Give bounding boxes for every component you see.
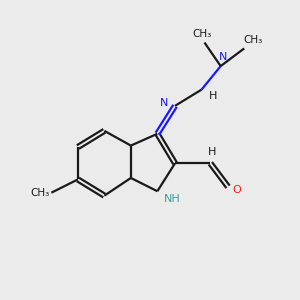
Text: O: O	[232, 185, 241, 195]
Text: CH₃: CH₃	[192, 29, 211, 39]
Text: CH₃: CH₃	[243, 34, 263, 45]
Text: NH: NH	[164, 194, 181, 205]
Text: CH₃: CH₃	[31, 188, 50, 198]
Text: H: H	[208, 91, 217, 100]
Text: H: H	[208, 147, 216, 157]
Text: N: N	[219, 52, 227, 62]
Text: N: N	[160, 98, 168, 108]
